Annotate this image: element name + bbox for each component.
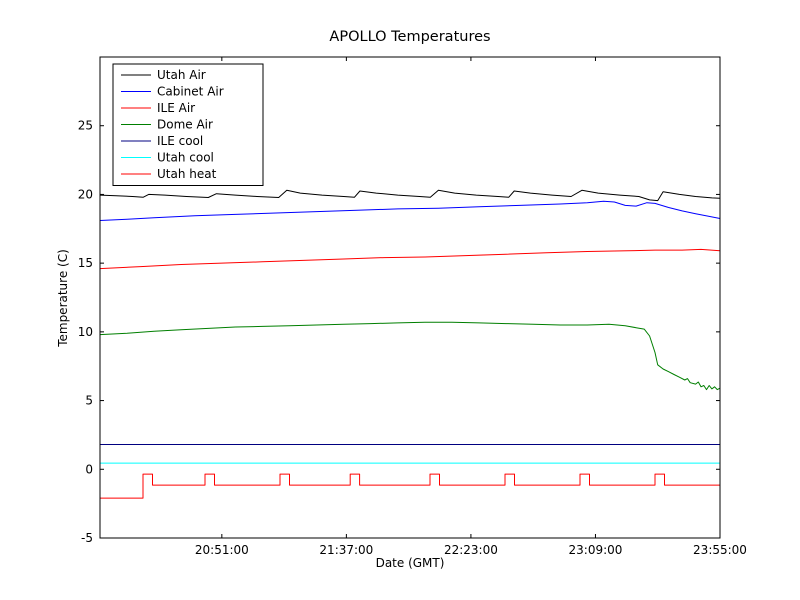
series-line-cabinet-air <box>99 200 721 221</box>
series-line-utah-air <box>99 189 721 202</box>
legend-item-cabinet-air: Cabinet Air <box>121 85 224 99</box>
series-line-ile-air <box>99 248 721 270</box>
x-tick-label: 23:09:00 <box>569 543 623 557</box>
series-line-utah-heat <box>100 473 720 499</box>
legend-label: Dome Air <box>157 118 213 132</box>
y-tick-label: 0 <box>85 462 93 476</box>
plot-frame <box>99 56 721 539</box>
x-tick-label: 22:23:00 <box>444 543 498 557</box>
series-line-dome-air <box>99 321 721 391</box>
x-tick-label: 21:37:00 <box>319 543 373 557</box>
legend-label: ILE Air <box>157 101 195 115</box>
legend-item-utah-heat: Utah heat <box>121 167 217 181</box>
legend-label: Utah cool <box>157 151 214 165</box>
legend-label: Utah heat <box>157 167 217 181</box>
y-tick-label: 5 <box>85 394 93 408</box>
legend: Utah Air Cabinet Air ILE Air Dome Air ILE co… <box>112 63 264 186</box>
chart-title: APOLLO Temperatures <box>329 29 491 45</box>
legend-item-utah-cool: Utah cool <box>121 151 214 165</box>
legend-item-dome-air: Dome Air <box>121 118 213 132</box>
legend-item-utah-air: Utah Air <box>121 68 206 82</box>
legend-label: ILE cool <box>157 134 203 148</box>
legend-item-ile-air: ILE Air <box>121 101 195 115</box>
y-tick-label: 25 <box>78 119 93 133</box>
x-axis-label: Date (GMT) <box>375 556 445 570</box>
y-tick-label: 15 <box>78 256 93 270</box>
legend-label: Cabinet Air <box>157 85 224 99</box>
legend-label: Utah Air <box>157 68 206 82</box>
y-tick-label: -5 <box>81 531 93 545</box>
x-tick-label: 23:55:00 <box>693 543 747 557</box>
legend-item-ile-cool: ILE cool <box>121 134 203 148</box>
y-tick-label: 20 <box>78 187 93 201</box>
x-tick-label: 20:51:00 <box>195 543 249 557</box>
y-tick-label: 10 <box>78 325 93 339</box>
